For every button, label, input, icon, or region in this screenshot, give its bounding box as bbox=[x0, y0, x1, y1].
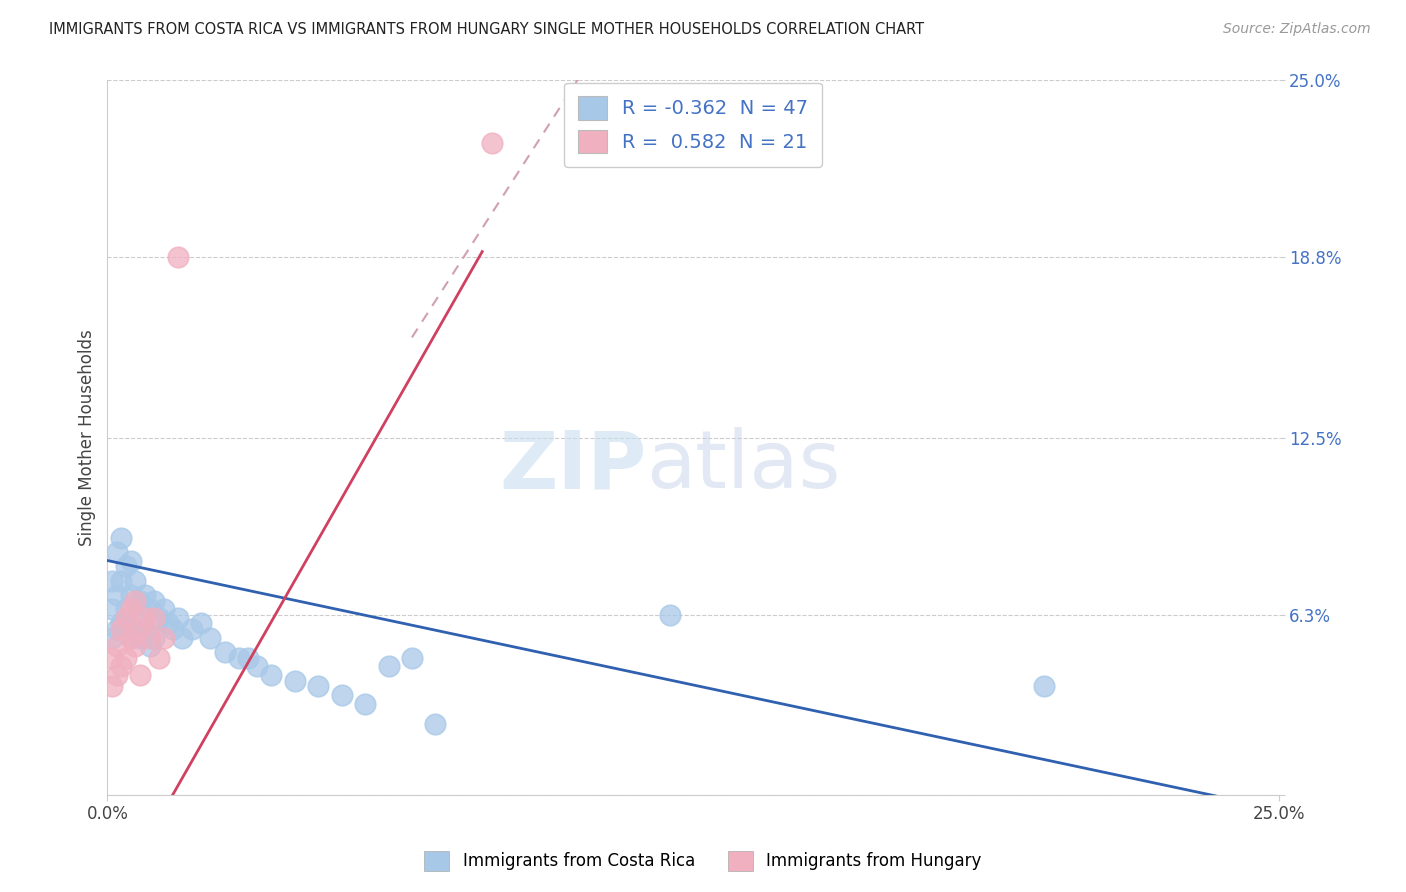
Point bbox=[110, 616, 132, 631]
Point bbox=[124, 593, 146, 607]
Point bbox=[166, 250, 188, 264]
Point bbox=[120, 602, 142, 616]
Point bbox=[129, 668, 152, 682]
Point bbox=[190, 616, 212, 631]
Point bbox=[148, 611, 170, 625]
Point bbox=[180, 622, 202, 636]
Point bbox=[134, 622, 156, 636]
Point bbox=[120, 553, 142, 567]
Point bbox=[115, 611, 138, 625]
Point bbox=[124, 574, 146, 588]
Point bbox=[246, 659, 269, 673]
Point bbox=[134, 611, 156, 625]
Point bbox=[110, 531, 132, 545]
Point bbox=[152, 602, 174, 616]
Point bbox=[124, 616, 146, 631]
Legend: R = -0.362  N = 47, R =  0.582  N = 21: R = -0.362 N = 47, R = 0.582 N = 21 bbox=[564, 83, 823, 167]
Point bbox=[129, 622, 152, 636]
Point bbox=[138, 602, 160, 616]
Text: ZIP: ZIP bbox=[499, 427, 647, 505]
Point bbox=[110, 659, 132, 673]
Point bbox=[105, 622, 128, 636]
Point bbox=[115, 650, 138, 665]
Point bbox=[120, 631, 142, 645]
Point bbox=[425, 716, 447, 731]
Point bbox=[143, 593, 166, 607]
Point bbox=[157, 616, 180, 631]
Point bbox=[101, 631, 124, 645]
Point bbox=[115, 559, 138, 574]
Point bbox=[110, 574, 132, 588]
Text: IMMIGRANTS FROM COSTA RICA VS IMMIGRANTS FROM HUNGARY SINGLE MOTHER HOUSEHOLDS C: IMMIGRANTS FROM COSTA RICA VS IMMIGRANTS… bbox=[49, 22, 924, 37]
Point bbox=[129, 631, 152, 645]
Point bbox=[307, 679, 329, 693]
Point bbox=[236, 650, 259, 665]
Point bbox=[148, 650, 170, 665]
Point bbox=[134, 588, 156, 602]
Y-axis label: Single Mother Households: Single Mother Households bbox=[79, 329, 96, 546]
Point bbox=[200, 631, 222, 645]
Point bbox=[105, 588, 128, 602]
Point bbox=[166, 611, 188, 625]
Point bbox=[115, 602, 138, 616]
Point bbox=[152, 631, 174, 645]
Point bbox=[284, 673, 307, 688]
Point bbox=[228, 650, 250, 665]
Point bbox=[162, 622, 184, 636]
Point bbox=[120, 588, 142, 602]
Point bbox=[101, 602, 124, 616]
Point bbox=[481, 136, 503, 150]
Point bbox=[401, 650, 423, 665]
Point bbox=[138, 631, 160, 645]
Point bbox=[260, 668, 283, 682]
Point bbox=[143, 611, 166, 625]
Point bbox=[354, 697, 377, 711]
Point bbox=[105, 640, 128, 654]
Legend: Immigrants from Costa Rica, Immigrants from Hungary: Immigrants from Costa Rica, Immigrants f… bbox=[416, 842, 990, 880]
Point bbox=[101, 574, 124, 588]
Point bbox=[124, 640, 146, 654]
Point bbox=[377, 659, 399, 673]
Point bbox=[101, 650, 124, 665]
Point bbox=[101, 679, 124, 693]
Text: atlas: atlas bbox=[647, 427, 841, 505]
Point bbox=[330, 688, 353, 702]
Point bbox=[129, 593, 152, 607]
Point bbox=[658, 607, 681, 622]
Point bbox=[214, 645, 236, 659]
Point bbox=[105, 668, 128, 682]
Text: Source: ZipAtlas.com: Source: ZipAtlas.com bbox=[1223, 22, 1371, 37]
Point bbox=[105, 545, 128, 559]
Point bbox=[110, 622, 132, 636]
Point bbox=[138, 640, 160, 654]
Point bbox=[143, 631, 166, 645]
Point bbox=[172, 631, 194, 645]
Point bbox=[120, 631, 142, 645]
Point bbox=[1033, 679, 1056, 693]
